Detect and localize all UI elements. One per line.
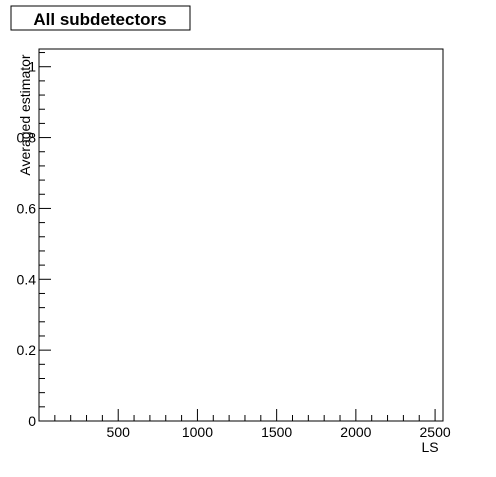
x-tick-label: 500 [107,424,131,440]
x-tick-label: 2000 [340,424,371,440]
y-tick-label: 0.2 [17,342,37,358]
chart-title: All subdetectors [33,10,166,29]
y-axis-tick-labels: 0 0.2 0.4 0.6 0.8 1 [17,59,37,429]
y-axis-title: Averaged estimator [17,54,33,175]
x-axis-tick-labels: 500 1000 1500 2000 2500 [107,424,451,440]
y-tick-label: 1 [28,59,36,75]
y-tick-label: 0.8 [17,130,37,146]
plot-frame [38,48,444,422]
y-axis-ticks [39,52,51,422]
x-tick-label: 1000 [182,424,213,440]
title-box [10,5,191,31]
x-axis-ticks [54,409,436,421]
x-tick-label: 1500 [261,424,292,440]
y-tick-label: 0.4 [17,271,37,287]
y-tick-label: 0 [28,413,36,429]
x-tick-label: 2500 [420,424,451,440]
x-axis-title: LS [421,439,438,455]
y-tick-label: 0.6 [17,200,37,216]
